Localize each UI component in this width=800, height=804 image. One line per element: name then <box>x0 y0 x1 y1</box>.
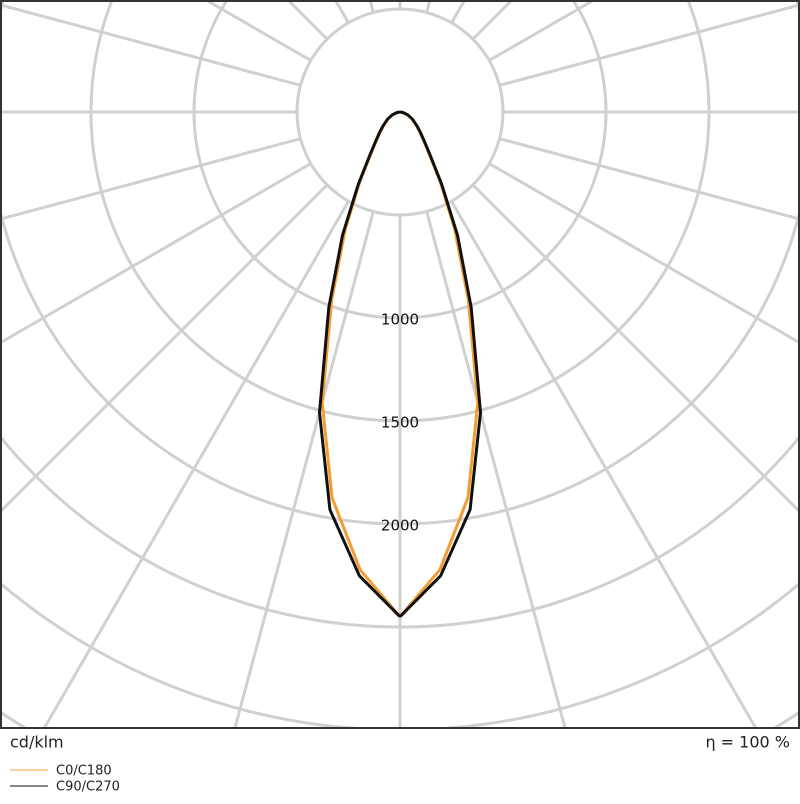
grid-spoke <box>450 200 758 728</box>
efficiency-label: η = 100 % <box>705 733 790 752</box>
grid-spoke <box>0 137 301 221</box>
curves <box>318 110 482 618</box>
r-tick-label: 1500 <box>381 414 419 432</box>
legend-label: C0/C180 <box>56 764 112 779</box>
unit-label: cd/klm <box>10 733 64 752</box>
grid-spoke <box>0 3 301 87</box>
grid-spoke <box>488 162 800 345</box>
grid-spoke <box>499 3 800 87</box>
grid-spoke <box>203 0 312 62</box>
intensity-curve <box>318 110 402 618</box>
grid-spoke <box>488 0 597 62</box>
intensity-curve <box>398 110 482 618</box>
grid-spoke <box>425 211 567 728</box>
grid-spoke <box>450 0 467 24</box>
grid-spoke <box>42 200 350 728</box>
r-tick-label: 2000 <box>381 517 419 535</box>
grid-spoke <box>0 162 312 345</box>
grid-spoke <box>0 183 329 515</box>
grid-spoke <box>471 0 515 41</box>
legend-label: C90/C270 <box>56 780 120 795</box>
r-tick-label: 1000 <box>381 311 419 329</box>
grid-spoke <box>233 211 375 728</box>
frame <box>0 0 800 729</box>
labels: 1000 1500 2000 <box>381 311 419 535</box>
grid-spoke <box>285 0 329 41</box>
grid-spoke <box>471 183 800 515</box>
grid-spoke <box>499 137 800 221</box>
grid-spoke <box>333 0 350 24</box>
